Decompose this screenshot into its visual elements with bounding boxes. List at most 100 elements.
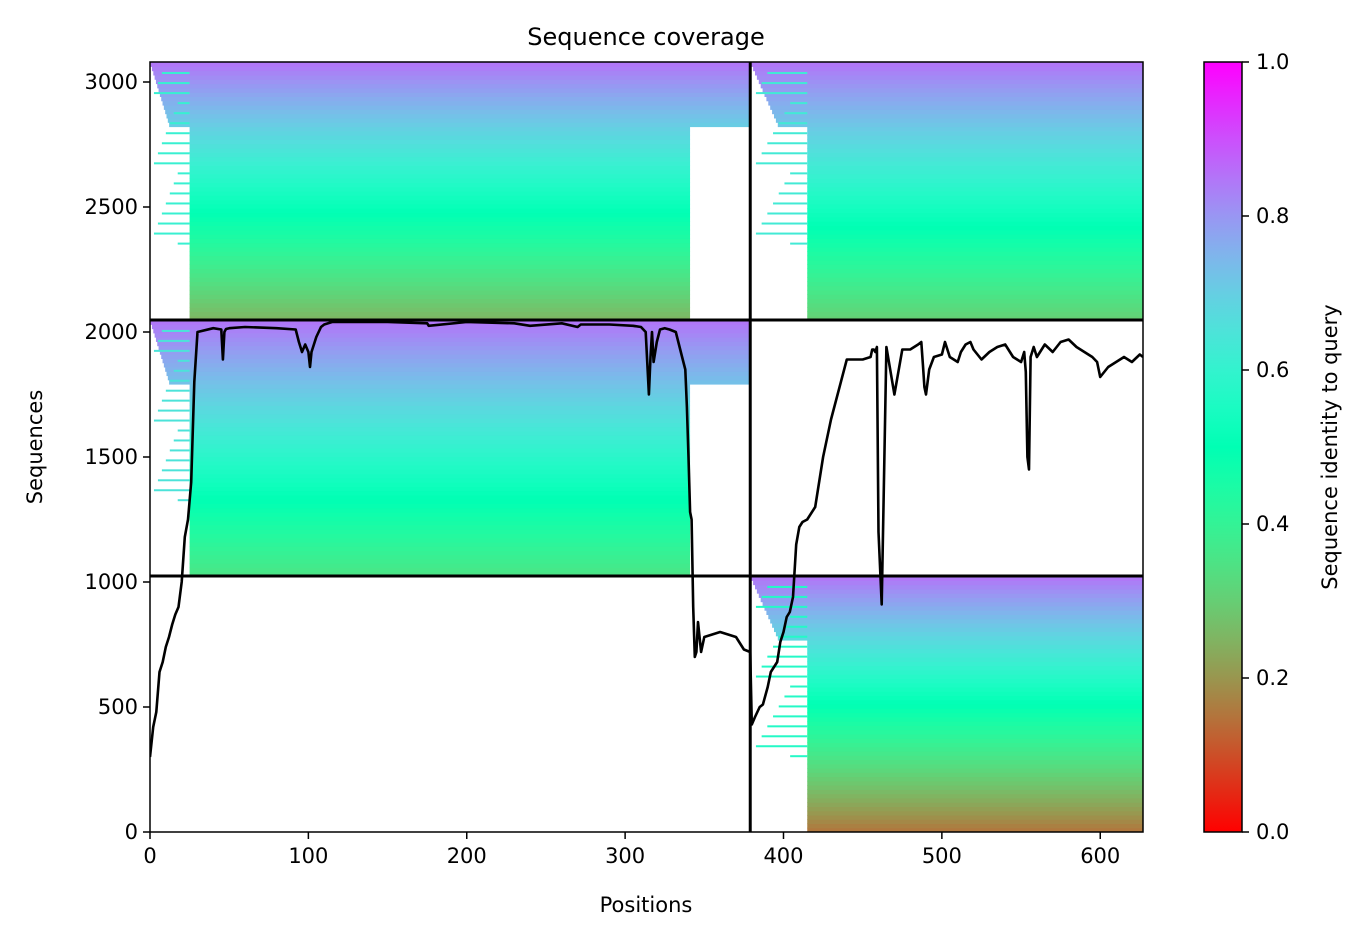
msa-fringe-row — [161, 329, 190, 332]
msa-row-band — [754, 70, 1143, 76]
msa-fringe-row — [161, 469, 190, 472]
msa-fringe-row — [169, 192, 190, 195]
msa-fringe-row — [173, 439, 190, 442]
coverage-line-layer — [150, 320, 1143, 758]
msa-row-band — [766, 610, 1143, 615]
msa-row-band — [772, 622, 1143, 628]
msa-row-band — [189, 311, 691, 317]
msa-row-band — [807, 152, 1143, 158]
msa-row-band — [189, 130, 691, 136]
msa-block — [150, 62, 751, 321]
msa-row-band — [766, 96, 1143, 102]
msa-fringe-row — [755, 162, 808, 165]
msa-fringe-row — [767, 585, 808, 588]
msa-row-band — [189, 212, 691, 218]
msa-row-band — [807, 648, 1143, 654]
msa-row-band — [807, 785, 1143, 790]
msa-row-band — [189, 186, 691, 192]
msa-fringe-row — [161, 212, 190, 215]
msa-row-band — [807, 768, 1143, 773]
msa-fringe-row — [761, 222, 808, 225]
msa-row-band — [807, 640, 1143, 645]
colorbar: 0.0 0.2 0.4 0.6 0.8 1.0 Sequence identity to … — [1203, 50, 1342, 844]
msa-row-band — [189, 546, 691, 551]
msa-row-band — [161, 96, 751, 102]
msa-row-band — [760, 83, 1143, 89]
msa-row-band — [807, 746, 1143, 752]
msa-row-band — [807, 272, 1143, 278]
y-tick-label: 500 — [98, 695, 138, 719]
msa-row-band — [189, 554, 691, 560]
msa-fringe-row — [784, 695, 808, 698]
msa-block — [751, 576, 1143, 832]
msa-row-band — [189, 503, 691, 509]
msa-row-band — [162, 100, 751, 106]
msa-row-band — [772, 109, 1143, 115]
msa-fringe-row — [773, 645, 808, 648]
msa-row-band — [807, 229, 1143, 235]
msa-row-band — [151, 66, 751, 72]
msa-row-band — [189, 396, 691, 402]
msa-row-band — [807, 143, 1143, 149]
msa-row-band — [189, 413, 691, 419]
msa-row-band — [762, 87, 1143, 93]
msa-fringe-row — [153, 489, 190, 492]
msa-row-band — [807, 307, 1143, 312]
msa-fringe-row — [773, 715, 808, 718]
y-tick-label: 1000 — [85, 570, 138, 594]
msa-row-band — [189, 165, 691, 171]
msa-row-band — [807, 212, 1143, 218]
msa-row-band — [189, 486, 691, 492]
msa-fringe-row — [153, 419, 190, 422]
msa-fringe-row — [790, 615, 808, 618]
msa-row-band — [758, 79, 1143, 85]
msa-row-band — [753, 66, 1143, 72]
msa-row-band — [189, 135, 691, 140]
msa-row-band — [166, 113, 751, 119]
msa-row-band — [807, 695, 1143, 701]
msa-row-band — [154, 74, 751, 80]
msa-row-band — [807, 810, 1143, 816]
msa-row-band — [189, 426, 691, 432]
msa-row-band — [807, 704, 1143, 709]
msa-row-band — [807, 277, 1143, 282]
msa-row-band — [807, 814, 1143, 820]
msa-row-band — [154, 332, 751, 338]
msa-row-band — [189, 234, 691, 239]
msa-row-band — [159, 349, 751, 355]
msa-row-band — [165, 366, 751, 372]
msa-fringe-row — [169, 122, 190, 125]
msa-fringe-row — [761, 82, 808, 85]
msa-row-band — [768, 100, 1143, 106]
msa-row-band — [189, 550, 691, 556]
msa-row-band — [189, 298, 691, 304]
msa-row-band — [189, 272, 691, 278]
msa-fringe-row — [767, 142, 808, 145]
colorbar-tick-label: 0.6 — [1256, 358, 1289, 382]
msa-row-band — [807, 669, 1143, 675]
msa-row-band — [189, 507, 691, 513]
colorbar-label: Sequence identity to query — [1318, 304, 1342, 589]
msa-row-band — [161, 354, 751, 359]
msa-fringe-row — [755, 675, 808, 678]
msa-fringe-row — [157, 409, 190, 412]
msa-fringe-row — [177, 499, 190, 502]
x-tick-label: 0 — [143, 844, 156, 868]
msa-row-band — [189, 529, 691, 534]
msa-row-band — [807, 165, 1143, 171]
msa-row-band — [807, 750, 1143, 756]
msa-row-band — [189, 563, 691, 569]
msa-fringe-row — [784, 182, 808, 185]
msa-row-band — [775, 631, 1143, 637]
msa-row-band — [807, 789, 1143, 795]
msa-row-band — [163, 105, 751, 110]
msa-row-band — [807, 178, 1143, 183]
msa-fringe-row — [767, 212, 808, 215]
plot-area: 0 100 200 300 400 500 600 0 500 1000 1500 2000 2500… — [85, 61, 1144, 868]
msa-row-band — [807, 776, 1143, 782]
msa-row-band — [770, 618, 1143, 624]
colorbar-ticks: 0.0 0.2 0.4 0.6 0.8 1.0 — [1242, 50, 1289, 844]
msa-row-band — [189, 499, 691, 505]
msa-row-band — [807, 691, 1143, 697]
msa-heatmap — [150, 62, 1143, 832]
